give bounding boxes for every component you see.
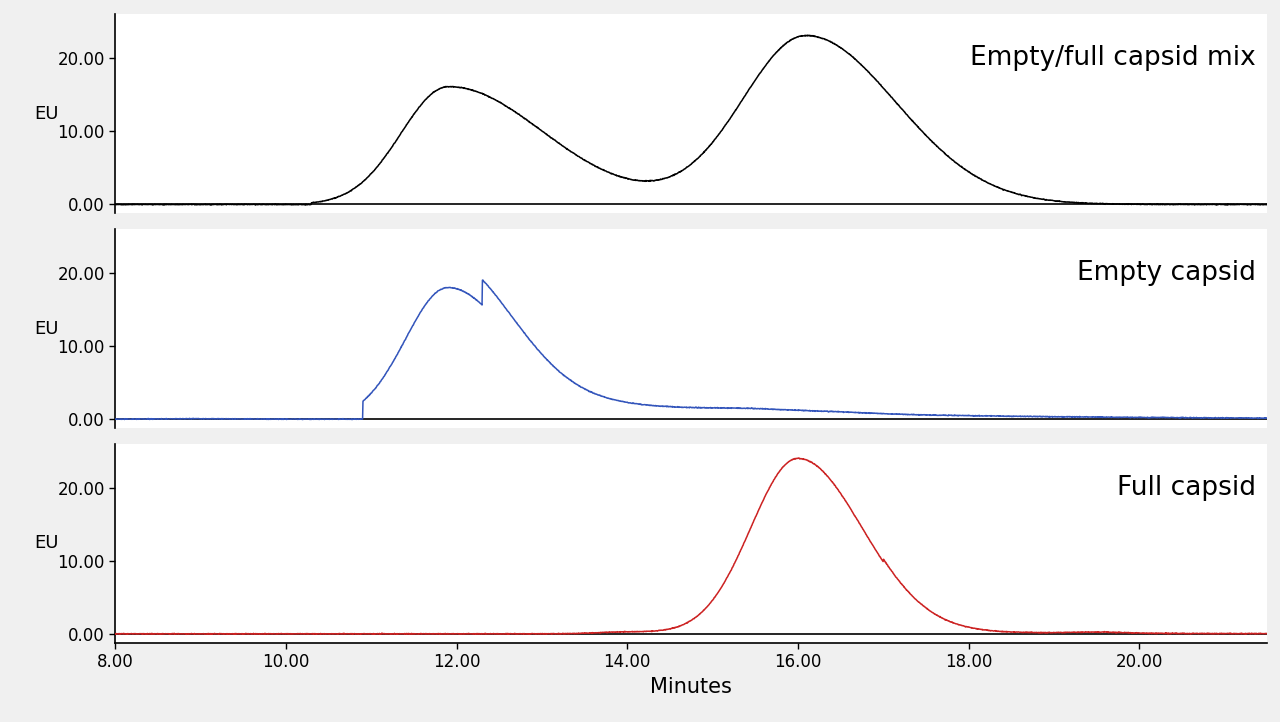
Y-axis label: EU: EU bbox=[35, 320, 59, 337]
Y-axis label: EU: EU bbox=[35, 534, 59, 552]
Text: Full capsid: Full capsid bbox=[1116, 474, 1256, 500]
X-axis label: Minutes: Minutes bbox=[650, 677, 732, 697]
Y-axis label: EU: EU bbox=[35, 105, 59, 123]
Text: Empty capsid: Empty capsid bbox=[1076, 260, 1256, 286]
Text: Empty/full capsid mix: Empty/full capsid mix bbox=[970, 45, 1256, 71]
